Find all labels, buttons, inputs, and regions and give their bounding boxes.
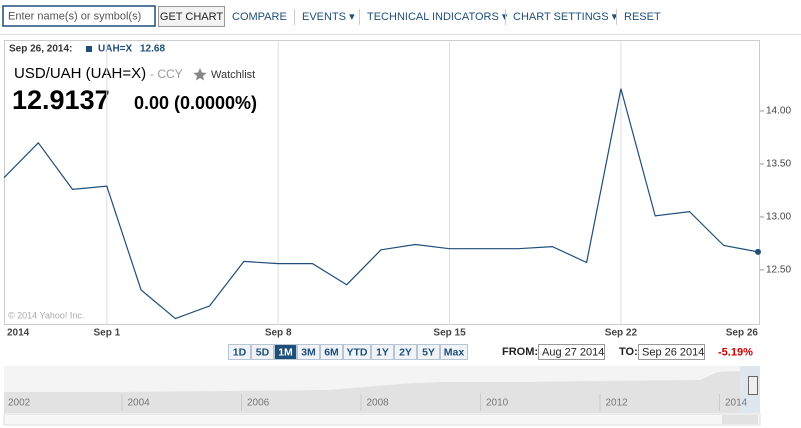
navigator-year: 2002 [8,398,31,409]
navigator-year: 2006 [247,398,270,409]
to-label: TO: [619,346,638,358]
range-button[interactable] [394,344,417,360]
navigator-year: 2008 [367,398,390,409]
toolbar-link[interactable]: COMPARE [232,11,287,23]
legend-date: Sep 26, 2014: [9,44,72,55]
legend-name: UAH=X [98,44,133,55]
range-button[interactable] [440,344,468,360]
range-button-label: 1M [278,346,293,358]
from-value: Aug 27 2014 [542,346,604,358]
range-button-label: 3M [301,346,316,358]
watchlist-link[interactable]: Watchlist [211,69,255,81]
range-button[interactable] [343,344,371,360]
range-button-label: 1Y [376,346,389,358]
range-button[interactable] [251,344,274,360]
navigator-year: 2010 [486,398,509,409]
last-point [755,248,761,255]
range-button[interactable] [297,344,320,360]
x-tick-label: 2014 [7,328,30,339]
toolbar-link[interactable]: RESET [624,11,661,23]
quote-price: 12.9137 [12,85,110,115]
range-button-label: 1D [233,346,247,358]
quote-change: 0.00 [134,93,169,113]
from-input[interactable] [538,344,605,360]
range-button[interactable] [320,344,343,360]
range-button-label: 5D [256,346,270,358]
navigator-year: 2012 [606,398,629,409]
get-chart-button[interactable] [158,6,225,27]
toolbar-link[interactable]: EVENTS ▾ [302,11,355,23]
to-value: Sep 26 2014 [642,346,704,358]
legend-value: 12.68 [140,44,165,55]
range-button[interactable] [417,344,440,360]
range-button[interactable] [274,344,297,360]
scrollbar[interactable] [3,413,761,426]
to-input[interactable] [638,344,705,360]
quote-currency: - CCY [150,67,183,81]
y-tick-label: 13.00 [766,212,791,223]
x-tick-label: Sep 1 [93,328,120,339]
from-label: FROM: [502,346,538,358]
range-button[interactable] [371,344,394,360]
x-tick-label: Sep 15 [433,328,466,339]
quote-change-pct: (0.0000%) [174,93,257,113]
range-button-label: 2Y [399,346,412,358]
quote-title: USD/UAH (UAH=X) [14,65,146,82]
search-placeholder: Enter name(s) or symbol(s) [8,10,141,22]
legend-swatch [86,46,92,52]
x-tick-label: Sep 26 [726,328,759,339]
scrollbar-thumb[interactable] [722,415,758,424]
range-change: -5.19% [718,346,753,358]
navigator-handle[interactable] [748,376,758,395]
search-input[interactable] [2,5,156,27]
toolbar-link[interactable]: TECHNICAL INDICATORS ▾ [367,11,508,23]
range-button-label: YTD [347,346,368,358]
navigator-year: 2014 [725,398,748,409]
y-tick-label: 12.50 [766,265,791,276]
navigator-year: 2004 [128,398,151,409]
x-tick-label: Sep 8 [265,328,292,339]
copyright: © 2014 Yahoo! Inc. [8,310,84,320]
range-button-label: 5Y [422,346,435,358]
range-button[interactable] [228,344,251,360]
watchlist-star[interactable] [193,68,207,81]
toolbar-link[interactable]: CHART SETTINGS ▾ [513,11,618,23]
range-button-label: Max [444,346,465,358]
navigator-area [4,368,760,413]
y-tick-label: 14.00 [766,106,791,117]
range-button-label: 6M [324,346,339,358]
y-tick-label: 13.50 [766,159,791,170]
plot-frame [4,40,760,325]
x-tick-label: Sep 22 [605,328,638,339]
get-chart-label: GET CHART [160,11,223,23]
series-line [3,88,759,320]
